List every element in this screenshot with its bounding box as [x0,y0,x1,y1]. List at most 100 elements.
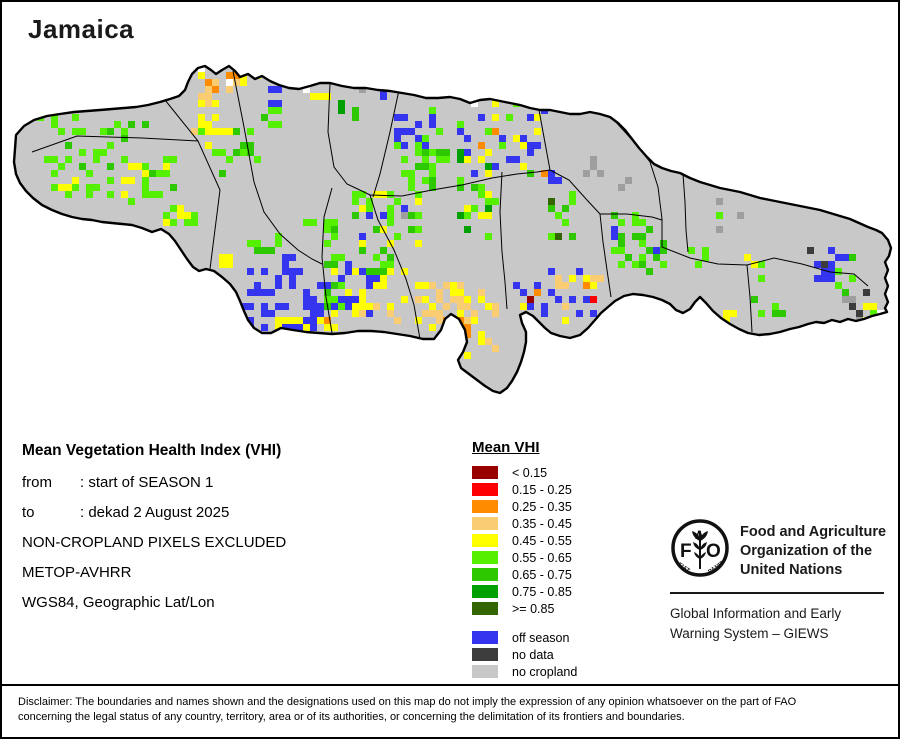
vhi-cell [464,156,471,163]
vhi-cell [464,212,471,219]
vhi-cell [100,149,107,156]
vhi-cell [632,261,639,268]
vhi-cell [205,93,212,100]
vhi-cell [380,191,387,198]
vhi-cell [212,100,219,107]
vhi-cell [212,79,219,86]
vhi-cell [520,289,527,296]
vhi-cell [401,156,408,163]
vhi-cell [457,310,464,317]
vhi-cell [359,233,366,240]
vhi-cell [212,149,219,156]
vhi-cell [58,163,65,170]
vhi-cell [205,142,212,149]
vhi-cell [450,296,457,303]
vhi-cell [639,219,646,226]
vhi-cell [450,282,457,289]
vhi-cell [863,303,870,310]
disclaimer-line-2: concerning the legal status of any count… [18,711,685,723]
vhi-cell [373,303,380,310]
vhi-cell [429,177,436,184]
vhi-cell [506,114,513,121]
vhi-cell [562,205,569,212]
vhi-cell [772,310,779,317]
vhi-cell [331,310,338,317]
vhi-cell [261,247,268,254]
vhi-cell [562,303,569,310]
vhi-cell [590,275,597,282]
vhi-cell [198,100,205,107]
vhi-cell [737,212,744,219]
vhi-cell [548,233,555,240]
vhi-cell [450,324,457,331]
vhi-cell [415,135,422,142]
vhi-cell [198,121,205,128]
vhi-cell [429,282,436,289]
vhi-cell [93,184,100,191]
vhi-cell [72,114,79,121]
vhi-cell [247,240,254,247]
vhi-cell [492,310,499,317]
vhi-cell [415,191,422,198]
vhi-cell [436,310,443,317]
vhi-cell [296,317,303,324]
vhi-cell [429,310,436,317]
vhi-cell [457,296,464,303]
vhi-cell [415,282,422,289]
vhi-cell [443,282,450,289]
vhi-cell [443,156,450,163]
parish-boundary-line [600,213,663,221]
vhi-cell [548,289,555,296]
vhi-cell [359,191,366,198]
vhi-cell [219,254,226,261]
vhi-cell [555,275,562,282]
fao-divider [670,592,884,594]
vhi-cell [457,289,464,296]
vhi-cell [849,296,856,303]
vhi-cell [191,219,198,226]
vhi-cell [562,282,569,289]
vhi-cell [191,128,198,135]
vhi-cell [352,114,359,121]
vhi-cell [436,289,443,296]
vhi-cell [394,233,401,240]
vhi-cell [590,163,597,170]
vhi-cell [107,128,114,135]
vhi-cell [611,226,618,233]
vhi-cell [317,310,324,317]
vhi-cell [527,114,534,121]
vhi-cell [457,149,464,156]
vhi-cell [639,240,646,247]
vhi-cell [625,254,632,261]
vhi-cell [324,226,331,233]
sensor-note: METOP-AVHRR [22,564,132,581]
vhi-cell [142,121,149,128]
legend-swatch [472,602,498,615]
vhi-cell [282,317,289,324]
legend-row-class-3: 0.35 - 0.45 [472,515,577,532]
vhi-cell [443,338,450,345]
vhi-cell [457,303,464,310]
vhi-cell [247,289,254,296]
vhi-cell [268,107,275,114]
vhi-cell [646,268,653,275]
vhi-cell [835,254,842,261]
vhi-cell [436,156,443,163]
jamaica-vhi-map [12,64,893,395]
vhi-cell [450,289,457,296]
vhi-cell [142,170,149,177]
vhi-cell [471,184,478,191]
legend-label: 0.75 - 0.85 [512,584,572,599]
vhi-cell [534,289,541,296]
vhi-cell [233,128,240,135]
parish-boundary-line [549,169,601,215]
vhi-cell [387,303,394,310]
legend-row-class-5: 0.55 - 0.65 [472,549,577,566]
vhi-cell [429,345,436,352]
vhi-cell [401,268,408,275]
legend-label: 0.65 - 0.75 [512,567,572,582]
vhi-cell [835,282,842,289]
vhi-cell [863,289,870,296]
vhi-cell [261,268,268,275]
vhi-cell [352,212,359,219]
